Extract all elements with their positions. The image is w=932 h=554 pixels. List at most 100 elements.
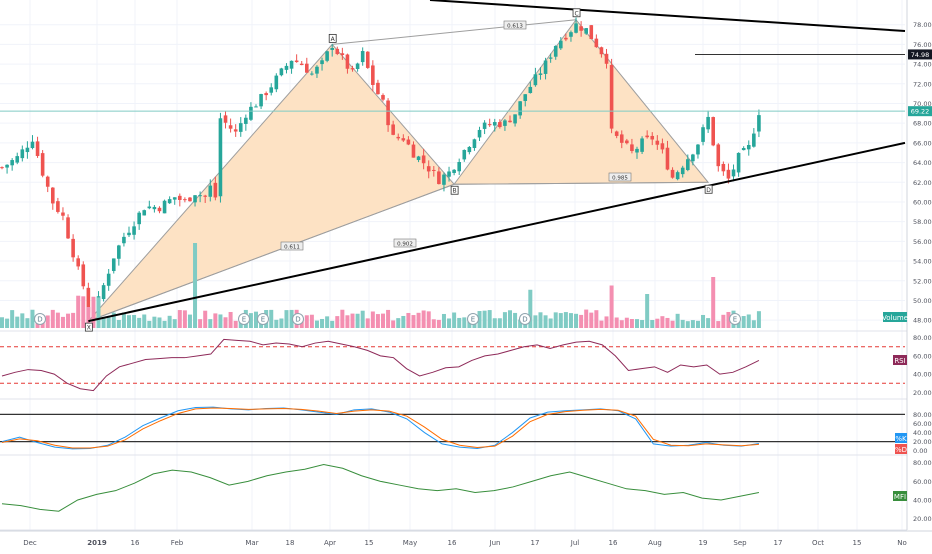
time-tick-label: Dec (23, 539, 37, 547)
time-tick-label: No (897, 539, 907, 547)
candle-body (721, 163, 726, 172)
volume-bar (274, 319, 279, 328)
candle-body (5, 164, 9, 168)
candle-body (360, 51, 365, 63)
volume-bar (629, 319, 634, 328)
stoch-tick-label: 40.00 (913, 429, 932, 437)
candle-body (330, 47, 334, 50)
stoch-d-label: %D (895, 444, 907, 454)
time-tick-label: 18 (286, 539, 295, 547)
candle-body (548, 57, 553, 59)
candle-body (757, 115, 761, 132)
volume-bar (477, 311, 482, 328)
volume-bar (726, 311, 731, 328)
volume-bar (416, 312, 421, 328)
candle-body (503, 120, 507, 126)
level-price-tag-text: 74.98 (911, 51, 930, 59)
volume-bar (447, 318, 452, 328)
time-tick-label: 16 (609, 539, 618, 547)
candle-body (147, 206, 152, 209)
time-tick-label: Jul (570, 539, 580, 547)
volume-bar (508, 310, 512, 328)
volume-bar (111, 312, 116, 328)
volume-bar (60, 316, 65, 328)
candle-body (152, 206, 157, 210)
pattern-point-text: X (87, 325, 91, 332)
candle-body (279, 68, 284, 76)
price-tick-label: 62.00 (913, 179, 932, 187)
volume-bar (635, 319, 639, 328)
pattern-line-xb (88, 183, 455, 322)
candle-body (533, 74, 538, 86)
candle-body (56, 201, 60, 212)
candle-body (254, 106, 258, 108)
volume-bar (645, 294, 650, 328)
candle-body (706, 116, 710, 130)
time-axis[interactable]: Dec 2019 16 Feb Mar 18 Apr 15 May 16 Jun 17 Jul 16 Aug… (0, 530, 932, 547)
volume-bar (675, 313, 680, 328)
candle-body (625, 140, 629, 144)
candle-body (579, 26, 583, 31)
rsi-label: RSI (893, 355, 907, 365)
candle-body (487, 124, 492, 126)
rsi-tick-label: 20.00 (913, 389, 932, 397)
time-tick-label: 17 (531, 539, 540, 547)
time-tick-label: 2019 (87, 539, 107, 547)
level-price-tag-bg (908, 49, 932, 60)
volume-bar (431, 319, 436, 328)
candle-body (746, 144, 751, 150)
price-tick-label: 70.00 (913, 100, 932, 108)
price-tick-label: 78.00 (913, 21, 932, 29)
volume-label: Volume (882, 312, 908, 322)
candle-body (543, 60, 548, 74)
ratio-label: 0.611 (280, 241, 304, 251)
candle-body (345, 54, 350, 69)
volume-bar (690, 320, 695, 328)
candle-body (716, 144, 721, 167)
volume-bar (386, 309, 391, 328)
candle-body (432, 169, 436, 171)
volume-bar (701, 314, 706, 328)
candle-body (691, 154, 695, 162)
volume-bar (248, 313, 253, 328)
ratio-text: 0.611 (284, 245, 300, 251)
pattern-line-bd (454, 181, 709, 185)
candle-body (203, 195, 207, 197)
mfi-pane (1, 464, 760, 512)
volume-bar (101, 317, 106, 328)
volume-bar (436, 319, 441, 328)
candle-body (477, 129, 482, 138)
candle-body (20, 149, 25, 159)
volume-bar (513, 312, 518, 328)
volume-bar (375, 314, 380, 328)
ratio-box (280, 241, 304, 251)
volume-bar (152, 316, 157, 328)
volume-bar (355, 313, 360, 328)
volume-bar (5, 318, 10, 328)
price-axis[interactable]: 78.00 76.00 74.00 72.00 70.00 68.00 66.00 64.00… (906, 0, 932, 550)
candle-body (426, 166, 431, 172)
candle-body (249, 106, 253, 120)
volume-bar (533, 315, 538, 328)
volume-bar (172, 319, 177, 328)
volume-bar (751, 320, 756, 328)
volume-bar (655, 318, 660, 328)
candle-body (696, 144, 700, 155)
candle-body (416, 156, 421, 161)
candle-body (650, 135, 655, 140)
candle-body (86, 287, 91, 313)
stoch-tick-label: 60.00 (913, 420, 932, 428)
candle-body (223, 115, 228, 123)
stochastic-pane (0, 406, 905, 450)
candle-body (172, 197, 177, 200)
rsi-label-text: RSI (894, 357, 905, 365)
volume-bar (584, 309, 589, 328)
price-tick-label: 72.00 (913, 80, 932, 88)
candle-body (599, 47, 604, 55)
rsi-tick-label: 80.00 (913, 334, 932, 342)
volume-bar (96, 297, 101, 328)
volume-bar (711, 277, 716, 328)
candle-body (670, 169, 675, 178)
